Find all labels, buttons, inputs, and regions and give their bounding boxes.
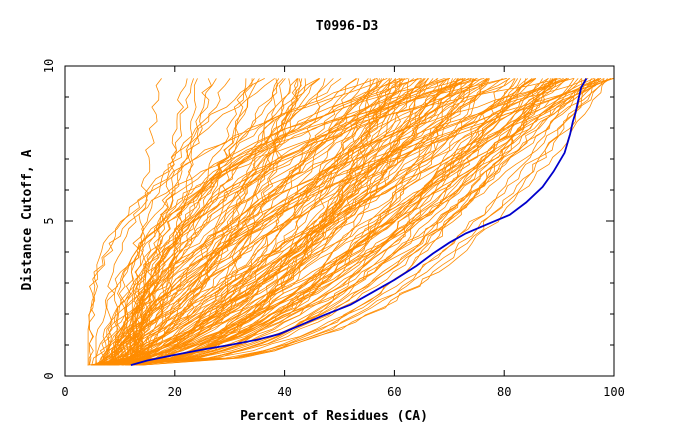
background-series-line bbox=[123, 78, 482, 366]
background-series-line bbox=[92, 78, 554, 366]
background-series-line bbox=[115, 78, 408, 366]
background-series-line bbox=[103, 78, 298, 366]
background-series-line bbox=[108, 78, 599, 366]
background-series-line bbox=[132, 78, 260, 366]
background-series-line bbox=[126, 78, 615, 366]
y-tick-label: 5 bbox=[42, 217, 56, 224]
background-series-line bbox=[92, 78, 406, 366]
background-series-line bbox=[97, 78, 568, 366]
background-series-line bbox=[109, 78, 402, 366]
background-series-line bbox=[140, 78, 594, 366]
background-series-line bbox=[94, 78, 404, 366]
background-series-line bbox=[91, 78, 217, 366]
background-series-line bbox=[112, 78, 307, 366]
x-axis-label: Percent of Residues (CA) bbox=[240, 409, 428, 424]
background-series-line bbox=[91, 78, 582, 366]
background-series-line bbox=[111, 78, 291, 366]
background-series-line bbox=[136, 78, 558, 366]
background-series-line bbox=[110, 78, 596, 366]
background-series-line bbox=[95, 78, 401, 366]
background-series-line bbox=[115, 78, 382, 366]
background-series-line bbox=[121, 78, 596, 366]
x-axis-ticks: 0 20 40 60 80 100 bbox=[61, 66, 625, 399]
y-axis-label: Distance Cutoff, A bbox=[20, 149, 35, 290]
x-tick-label: 0 bbox=[61, 385, 68, 399]
background-series-line bbox=[106, 78, 275, 366]
background-series-line bbox=[89, 78, 507, 366]
plot-area bbox=[87, 77, 615, 366]
background-series-line bbox=[129, 78, 527, 366]
background-series-line bbox=[111, 78, 284, 366]
background-series-line bbox=[95, 78, 320, 366]
background-series-line bbox=[133, 78, 426, 366]
background-series-line bbox=[126, 78, 568, 366]
background-series-line bbox=[102, 78, 321, 366]
background-series-line bbox=[112, 78, 464, 366]
background-series-line bbox=[114, 78, 567, 366]
background-series-line bbox=[90, 78, 459, 366]
background-series-line bbox=[116, 78, 612, 366]
y-tick-label: 0 bbox=[42, 372, 56, 379]
background-series-line bbox=[105, 78, 605, 366]
background-series-group bbox=[87, 78, 615, 366]
background-series-line bbox=[102, 78, 614, 366]
background-series-line bbox=[140, 78, 553, 366]
background-series-line bbox=[116, 78, 425, 366]
background-series-line bbox=[111, 78, 489, 366]
background-series-line bbox=[96, 78, 511, 366]
x-tick-label: 60 bbox=[387, 385, 401, 399]
background-series-line bbox=[109, 78, 461, 366]
background-series-line bbox=[106, 78, 326, 366]
background-series-line bbox=[112, 78, 439, 366]
x-tick-label: 20 bbox=[168, 385, 182, 399]
background-series-line bbox=[112, 78, 279, 366]
background-series-line bbox=[93, 78, 528, 366]
background-series-line bbox=[138, 78, 212, 366]
background-series-line bbox=[106, 78, 298, 366]
background-series-line bbox=[135, 78, 586, 366]
background-series-line bbox=[119, 78, 429, 366]
background-series-line bbox=[109, 78, 549, 366]
background-series-line bbox=[131, 78, 561, 366]
x-tick-label: 80 bbox=[497, 385, 511, 399]
background-series-line bbox=[105, 78, 403, 366]
background-series-line bbox=[110, 78, 280, 366]
background-series-line bbox=[106, 78, 162, 366]
background-series-line bbox=[95, 78, 434, 366]
background-series-line bbox=[106, 78, 575, 366]
background-series-line bbox=[121, 78, 453, 366]
background-series-line bbox=[128, 78, 463, 366]
background-series-line bbox=[118, 78, 557, 366]
chart-title: T0996-D3 bbox=[316, 19, 379, 34]
background-series-line bbox=[87, 78, 380, 366]
background-series-line bbox=[90, 78, 488, 366]
y-tick-label: 10 bbox=[42, 59, 56, 73]
x-tick-label: 100 bbox=[603, 385, 625, 399]
background-series-line bbox=[107, 78, 612, 366]
background-series-line bbox=[137, 78, 358, 366]
background-series-line bbox=[107, 78, 554, 366]
highlight-series-line bbox=[130, 77, 588, 366]
background-series-line bbox=[130, 78, 575, 366]
background-series-line bbox=[131, 78, 533, 366]
background-series-line bbox=[111, 78, 391, 366]
background-series-line bbox=[117, 78, 445, 366]
background-series-line bbox=[103, 78, 302, 366]
x-tick-label: 40 bbox=[277, 385, 291, 399]
y-axis-ticks: 0 5 10 bbox=[42, 59, 614, 380]
background-series-line bbox=[97, 78, 425, 366]
background-series-line bbox=[87, 78, 388, 366]
background-series-line bbox=[104, 78, 570, 366]
background-series-line bbox=[132, 78, 466, 366]
background-series-line bbox=[112, 78, 592, 366]
background-series-line bbox=[137, 78, 391, 366]
background-series-line bbox=[130, 78, 320, 366]
background-series-line bbox=[138, 78, 247, 366]
